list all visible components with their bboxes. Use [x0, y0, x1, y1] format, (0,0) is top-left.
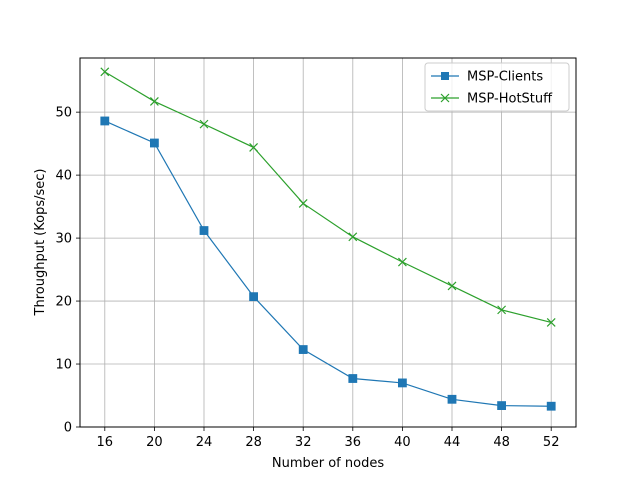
- x-axis-label: Number of nodes: [272, 456, 384, 471]
- data-point-msp-clients-24: [199, 226, 209, 235]
- axes-frame: [79, 57, 577, 428]
- data-point-msp-clients-44: [447, 394, 457, 404]
- data-point-msp-clients-20: [149, 138, 159, 148]
- data-point-msp-hotstuff-40: [397, 257, 407, 267]
- legend-marker-x-icon: [440, 93, 450, 103]
- legend-label-msp-hotstuff: MSP-HotStuff: [467, 92, 553, 107]
- data-point-msp-hotstuff-36: [348, 232, 358, 242]
- data-point-msp-hotstuff-20: [149, 97, 159, 106]
- legend-entry-msp-clients: MSP-Clients: [431, 70, 543, 85]
- legend-marker-square-icon: [441, 72, 449, 80]
- series-line-msp-hotstuff: [104, 71, 552, 324]
- y-tick-label-40: 40: [55, 169, 72, 184]
- data-point-msp-hotstuff-52: [546, 318, 556, 327]
- series-layer: [100, 67, 556, 411]
- data-point-msp-clients-36: [348, 374, 358, 383]
- data-point-msp-clients-52: [546, 401, 556, 411]
- y-tick-label-10: 10: [55, 358, 72, 373]
- data-point-msp-clients-48: [497, 401, 507, 410]
- x-tick-label-36: 36: [345, 435, 362, 450]
- x-tick-label-40: 40: [394, 435, 411, 450]
- x-tick-label-24: 24: [196, 435, 213, 450]
- data-point-msp-hotstuff-16: [100, 67, 110, 77]
- x-tick-label-52: 52: [543, 435, 560, 450]
- data-point-msp-hotstuff-48: [497, 305, 507, 315]
- legend-box: [424, 62, 570, 112]
- series-msp-hotstuff: [100, 67, 556, 327]
- x-tick-label-48: 48: [493, 435, 510, 450]
- data-point-msp-hotstuff-28: [249, 142, 259, 152]
- plot-background: [80, 58, 576, 427]
- y-axis-label: Throughput (Kops/sec): [33, 169, 48, 317]
- series-msp-clients: [100, 116, 556, 411]
- plot-area: [80, 58, 576, 427]
- x-tick-label-44: 44: [444, 435, 461, 450]
- y-tick-label-20: 20: [55, 295, 72, 310]
- y-tick-label-50: 50: [55, 106, 72, 121]
- data-point-msp-clients-16: [100, 116, 110, 126]
- data-point-msp-hotstuff-32: [298, 199, 308, 208]
- legend: MSP-Clients MSP-HotStuff: [424, 62, 570, 112]
- series-line-msp-clients: [104, 120, 552, 407]
- x-tick-label-32: 32: [295, 435, 312, 450]
- data-point-msp-clients-28: [249, 292, 259, 302]
- data-point-msp-hotstuff-24: [199, 119, 209, 129]
- y-tick-label-30: 30: [55, 232, 72, 247]
- data-point-msp-clients-40: [397, 378, 407, 388]
- x-tick-label-20: 20: [146, 435, 163, 450]
- x-tick-label-28: 28: [245, 435, 262, 450]
- legend-label-msp-clients: MSP-Clients: [467, 70, 543, 85]
- y-tick-label-0: 0: [64, 421, 72, 436]
- axes-spines: [79, 57, 577, 428]
- x-tick-label-16: 16: [97, 435, 114, 450]
- legend-entry-msp-hotstuff: MSP-HotStuff: [431, 92, 553, 107]
- data-point-msp-clients-32: [298, 345, 308, 354]
- axis-ticks: 16 20 24 28 32 36 40 44 48 52 0 10 20 30 40 50: [55, 106, 559, 450]
- data-point-msp-hotstuff-44: [447, 281, 457, 291]
